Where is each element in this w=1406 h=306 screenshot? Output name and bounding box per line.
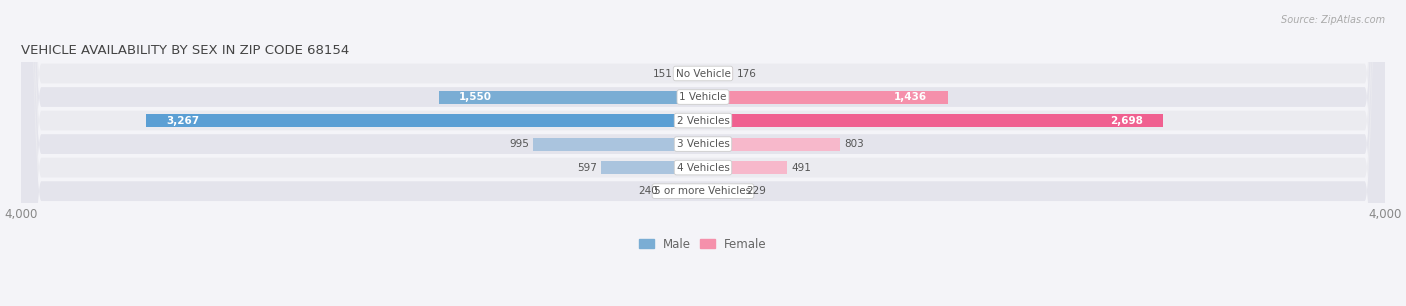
Bar [703,114,1163,127]
Bar [662,185,703,198]
Bar [533,138,703,151]
Bar [703,185,742,198]
Bar [602,161,703,174]
Text: 995: 995 [509,139,529,149]
Bar [703,67,733,80]
FancyBboxPatch shape [21,0,1385,306]
FancyBboxPatch shape [21,0,1385,306]
Bar [678,67,703,80]
Bar [146,114,703,127]
Text: Source: ZipAtlas.com: Source: ZipAtlas.com [1281,15,1385,25]
Text: 597: 597 [576,162,598,173]
Text: 4 Vehicles: 4 Vehicles [676,162,730,173]
FancyBboxPatch shape [21,0,1385,306]
Text: 176: 176 [737,69,758,79]
Text: 1,550: 1,550 [460,92,492,102]
Text: 3 Vehicles: 3 Vehicles [676,139,730,149]
Text: 2 Vehicles: 2 Vehicles [676,116,730,125]
Bar [703,91,948,103]
Text: 1,436: 1,436 [894,92,928,102]
Text: 2,698: 2,698 [1109,116,1143,125]
FancyBboxPatch shape [21,0,1385,306]
Text: 491: 491 [792,162,811,173]
FancyBboxPatch shape [21,0,1385,306]
Legend: Male, Female: Male, Female [640,238,766,251]
Text: 151: 151 [654,69,673,79]
Bar [703,138,839,151]
Text: 229: 229 [747,186,766,196]
FancyBboxPatch shape [21,0,1385,306]
Text: 803: 803 [844,139,863,149]
Bar [703,161,787,174]
Text: VEHICLE AVAILABILITY BY SEX IN ZIP CODE 68154: VEHICLE AVAILABILITY BY SEX IN ZIP CODE … [21,44,349,57]
Bar [439,91,703,103]
Text: 1 Vehicle: 1 Vehicle [679,92,727,102]
Text: 5 or more Vehicles: 5 or more Vehicles [654,186,752,196]
Text: 240: 240 [638,186,658,196]
Text: No Vehicle: No Vehicle [675,69,731,79]
Text: 3,267: 3,267 [166,116,200,125]
